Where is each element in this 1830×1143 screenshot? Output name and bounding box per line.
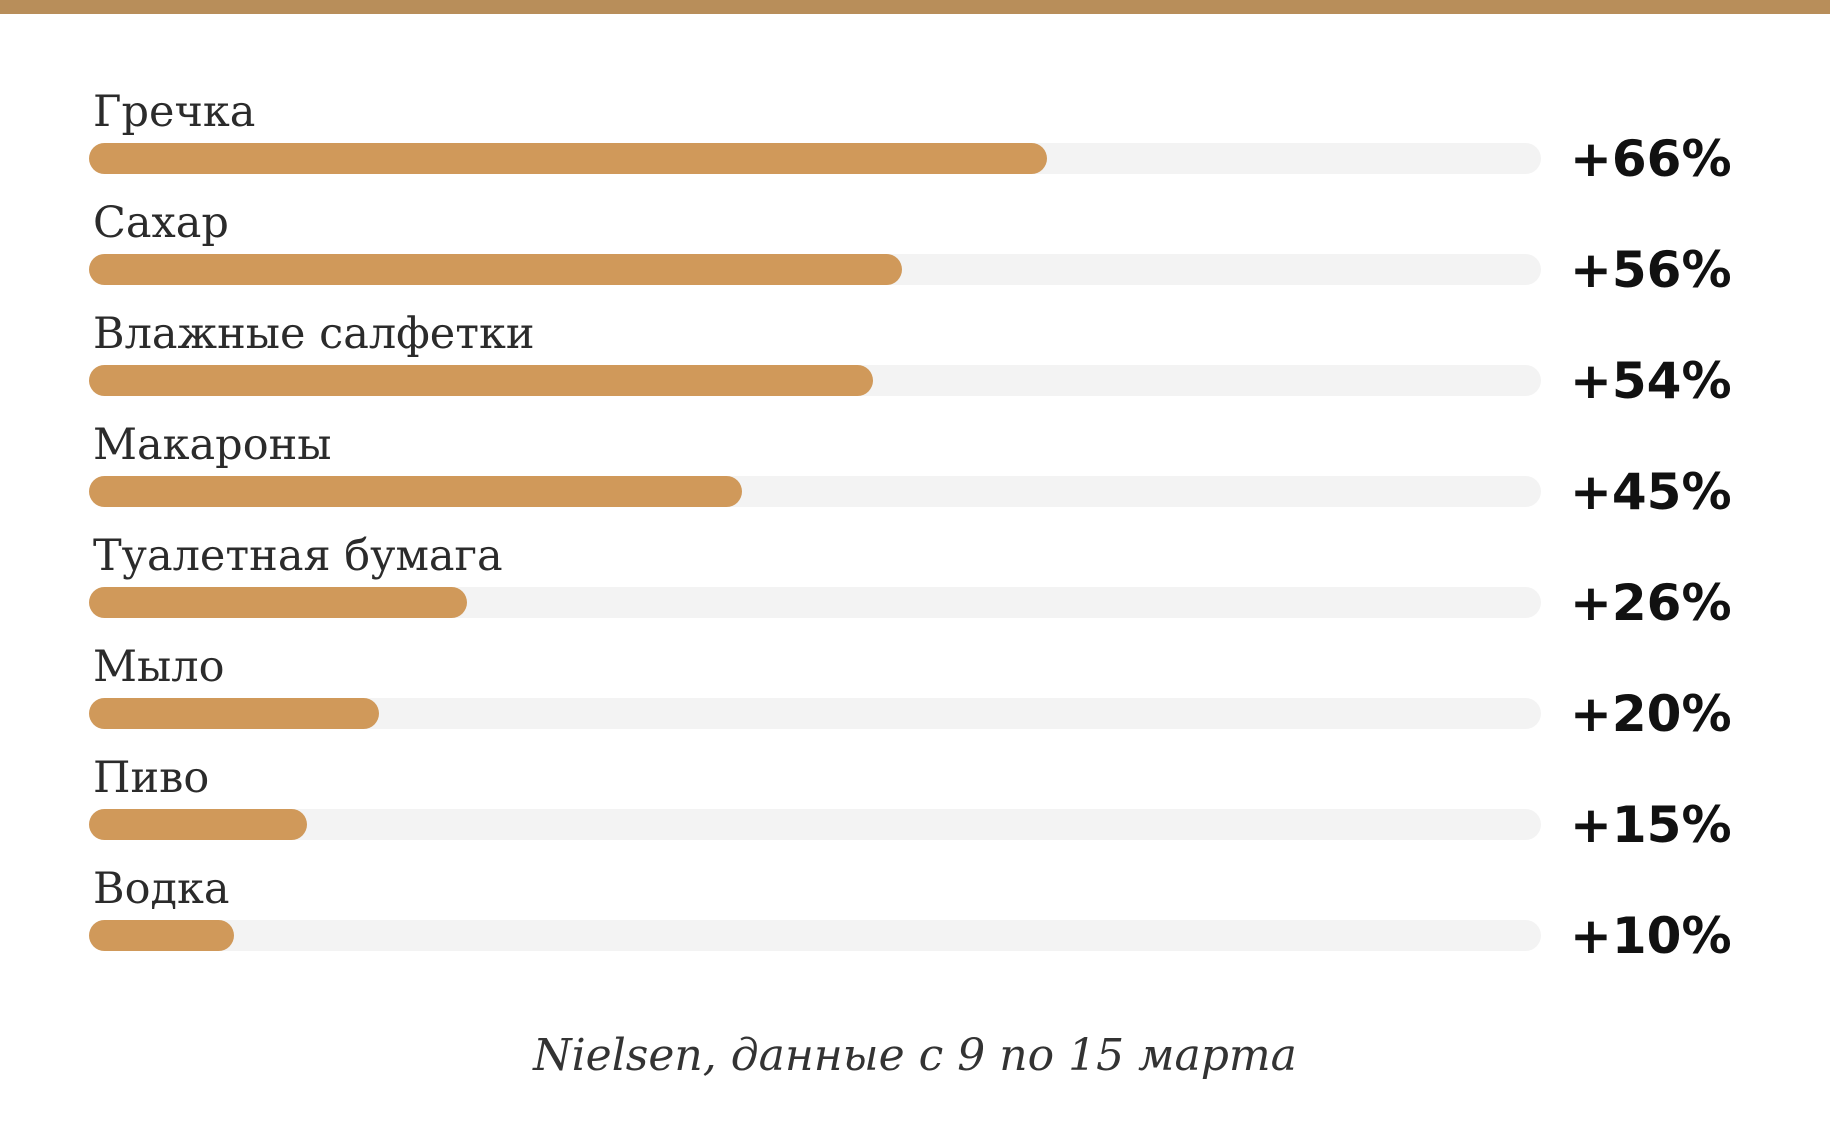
category-label: Влажные салфетки — [93, 309, 535, 359]
chart-row: Пиво +15% — [0, 752, 1830, 863]
chart-row: Влажные салфетки +54% — [0, 308, 1830, 419]
chart-row: Сахар +56% — [0, 197, 1830, 308]
value-label: +45% — [1570, 463, 1732, 521]
bar-track — [89, 587, 1541, 618]
bar-track — [89, 809, 1541, 840]
value-label: +66% — [1570, 130, 1732, 188]
category-label: Водка — [93, 864, 230, 914]
value-label: +15% — [1570, 796, 1732, 854]
bar — [89, 809, 307, 840]
chart-row: Гречка +66% — [0, 86, 1830, 197]
bar-track — [89, 476, 1541, 507]
category-label: Гречка — [93, 87, 256, 137]
bar-track — [89, 698, 1541, 729]
value-label: +26% — [1570, 574, 1732, 632]
top-accent-bar — [0, 0, 1830, 14]
bar — [89, 254, 903, 285]
chart-row: Водка +10% — [0, 863, 1830, 974]
chart-row: Мыло +20% — [0, 641, 1830, 752]
bar-track — [89, 920, 1541, 951]
chart-row: Туалетная бумага +26% — [0, 530, 1830, 641]
value-label: +56% — [1570, 241, 1732, 299]
bar-track — [89, 254, 1541, 285]
category-label: Пиво — [93, 753, 210, 803]
bar — [89, 698, 380, 729]
bar — [89, 476, 743, 507]
chart-row: Макароны +45% — [0, 419, 1830, 530]
bar-track — [89, 365, 1541, 396]
bar — [89, 587, 467, 618]
bar-track — [89, 143, 1541, 174]
bar — [89, 920, 235, 951]
source-caption: Nielsen, данные с 9 по 15 марта — [533, 1030, 1297, 1081]
value-label: +54% — [1570, 352, 1732, 410]
category-label: Туалетная бумага — [93, 531, 503, 581]
bar — [89, 143, 1048, 174]
category-label: Сахар — [93, 198, 229, 248]
value-label: +20% — [1570, 685, 1732, 743]
value-label: +10% — [1570, 907, 1732, 965]
category-label: Мыло — [93, 642, 225, 692]
bar — [89, 365, 874, 396]
category-label: Макароны — [93, 420, 332, 470]
